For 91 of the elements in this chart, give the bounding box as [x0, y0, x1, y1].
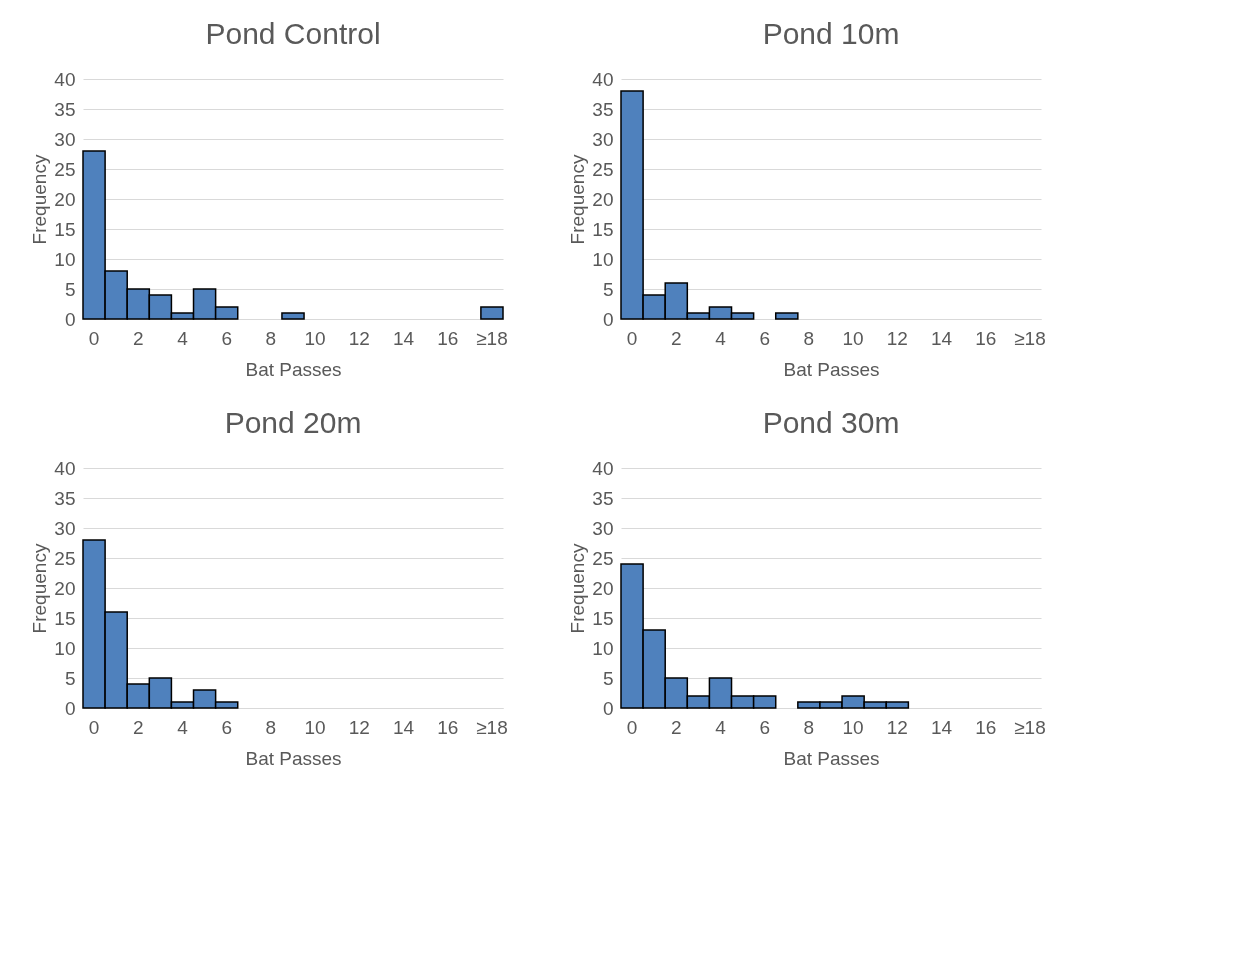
y-tick-label: 5: [602, 667, 614, 689]
y-tick-label: 30: [592, 517, 614, 539]
x-tick-label: 4: [715, 716, 727, 738]
y-tick-label: 35: [592, 487, 614, 509]
bar: [774, 312, 799, 320]
x-tick-label: 14: [930, 716, 953, 738]
x-tick-label: ≥18: [476, 327, 508, 349]
x-axis-title: Bat Passes: [783, 747, 880, 769]
chart-title: Pond 10m: [762, 17, 900, 50]
x-tick-label: 6: [759, 327, 770, 349]
y-tick-label: 40: [592, 457, 614, 479]
x-tick-label: 16: [437, 327, 459, 349]
y-tick-label: 30: [54, 128, 76, 150]
x-tick-label: 10: [842, 327, 864, 349]
x-tick-label: 14: [930, 327, 953, 349]
bar: [480, 306, 504, 320]
x-tick-label: 4: [177, 327, 189, 349]
y-tick-label: 25: [592, 158, 614, 180]
x-tick-label: 16: [975, 327, 997, 349]
x-tick-label: 6: [221, 716, 232, 738]
chart-title: Pond 30m: [762, 406, 900, 439]
y-tick-label: 30: [592, 128, 614, 150]
x-tick-label: 4: [177, 716, 189, 738]
x-tick-label: ≥18: [476, 716, 508, 738]
y-tick-label: 0: [64, 308, 76, 330]
y-tick-label: 5: [64, 278, 76, 300]
x-tick-label: 2: [670, 716, 682, 738]
x-tick-label: 2: [670, 327, 682, 349]
x-tick-label: 14: [392, 716, 415, 738]
x-tick-label: 12: [886, 327, 908, 349]
y-tick-label: 40: [592, 68, 614, 90]
x-tick-label: 2: [132, 327, 144, 349]
y-tick-label: 15: [592, 218, 614, 240]
y-tick-label: 10: [592, 637, 614, 659]
y-tick-label: 35: [592, 98, 614, 120]
x-tick-label: 2: [132, 716, 144, 738]
y-tick-label: 10: [54, 637, 76, 659]
chart-title: Pond 20m: [224, 406, 362, 439]
y-tick-label: 20: [54, 577, 76, 599]
y-tick-label: 0: [602, 697, 614, 719]
x-tick-label: 12: [348, 327, 370, 349]
y-tick-label: 40: [54, 68, 76, 90]
y-tick-label: 0: [602, 308, 614, 330]
y-tick-label: 25: [54, 547, 76, 569]
y-tick-label: 10: [592, 248, 614, 270]
x-tick-label: 8: [803, 327, 815, 349]
x-tick-label: 6: [759, 716, 770, 738]
x-tick-label: 14: [392, 327, 415, 349]
y-axis-title: Frequency: [567, 543, 589, 634]
y-tick-label: 15: [592, 607, 614, 629]
x-tick-label: 0: [88, 327, 100, 349]
x-tick-label: 12: [886, 716, 908, 738]
x-axis-title: Bat Passes: [245, 747, 342, 769]
x-tick-label: 16: [437, 716, 459, 738]
x-tick-label: 10: [304, 716, 326, 738]
y-axis-title: Frequency: [567, 154, 589, 245]
y-tick-label: 40: [54, 457, 76, 479]
y-tick-label: 15: [54, 218, 76, 240]
y-tick-label: 5: [602, 278, 614, 300]
x-tick-label: 0: [626, 716, 638, 738]
y-tick-label: 35: [54, 487, 76, 509]
y-tick-label: 5: [64, 667, 76, 689]
x-tick-label: 8: [803, 716, 815, 738]
x-tick-label: 8: [265, 327, 277, 349]
y-tick-label: 10: [54, 248, 76, 270]
x-tick-label: ≥18: [1014, 716, 1046, 738]
x-tick-label: 16: [975, 716, 997, 738]
y-tick-label: 30: [54, 517, 76, 539]
x-tick-label: 0: [626, 327, 638, 349]
y-tick-label: 20: [54, 188, 76, 210]
x-tick-label: 0: [88, 716, 100, 738]
x-tick-label: 10: [842, 716, 864, 738]
y-tick-label: 15: [54, 607, 76, 629]
x-tick-label: ≥18: [1014, 327, 1046, 349]
y-tick-label: 20: [592, 188, 614, 210]
x-axis-title: Bat Passes: [245, 358, 342, 380]
x-tick-label: 4: [715, 327, 727, 349]
x-tick-label: 6: [221, 327, 232, 349]
y-axis-title: Frequency: [29, 543, 51, 634]
bar: [281, 312, 305, 320]
x-tick-label: 10: [304, 327, 326, 349]
y-tick-label: 25: [54, 158, 76, 180]
y-tick-label: 0: [64, 697, 76, 719]
x-tick-label: 12: [348, 716, 370, 738]
x-tick-label: 8: [265, 716, 277, 738]
y-tick-label: 25: [592, 547, 614, 569]
y-axis-title: Frequency: [29, 154, 51, 245]
y-tick-label: 20: [592, 577, 614, 599]
chart-title: Pond Control: [205, 17, 381, 50]
y-tick-label: 35: [54, 98, 76, 120]
x-axis-title: Bat Passes: [783, 358, 880, 380]
